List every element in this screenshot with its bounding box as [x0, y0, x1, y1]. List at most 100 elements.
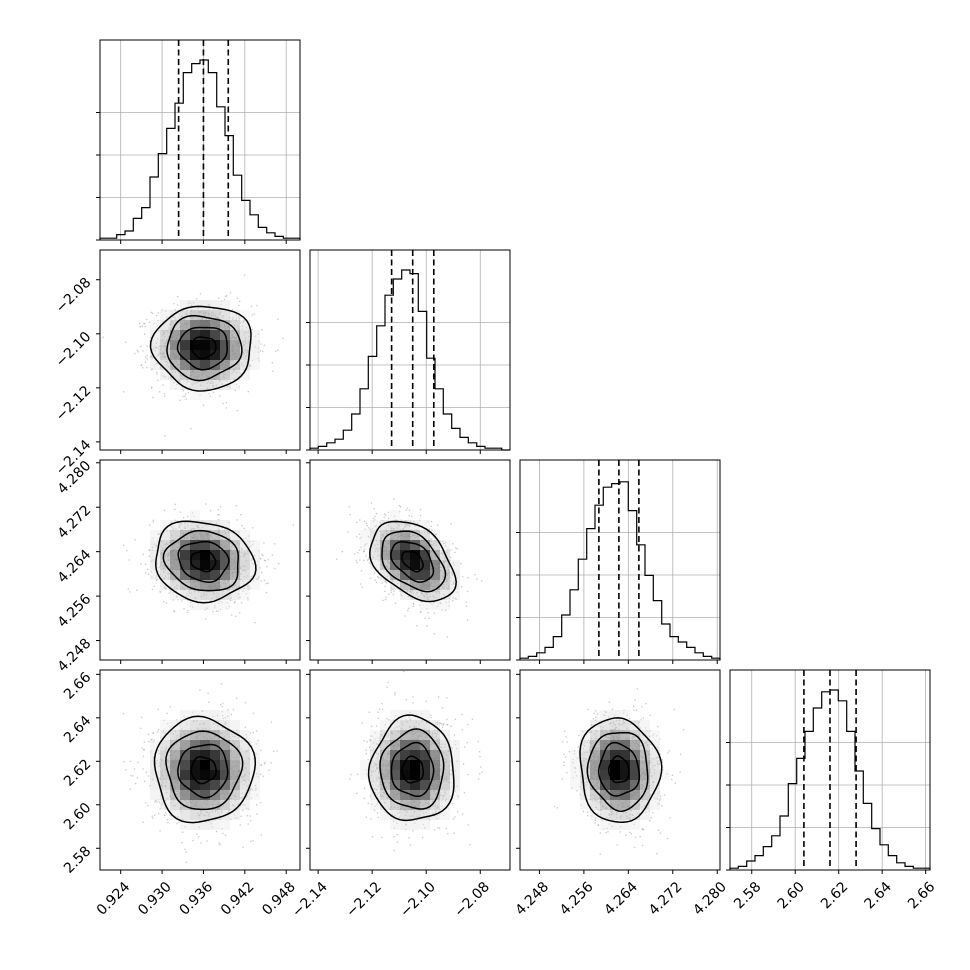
- scatter-point: [167, 822, 169, 824]
- scatter-point: [144, 356, 147, 359]
- density-bin: [160, 570, 170, 580]
- scatter-point: [231, 318, 234, 320]
- scatter-point: [155, 314, 158, 317]
- scatter-point: [156, 325, 158, 327]
- density-bin: [410, 560, 420, 570]
- scatter-point: [407, 609, 409, 612]
- density-bin: [240, 330, 250, 340]
- scatter-point: [368, 558, 370, 561]
- density-bin: [240, 550, 250, 560]
- scatter-point: [263, 559, 266, 562]
- scatter-point: [430, 520, 433, 523]
- density-bin: [450, 590, 460, 600]
- scatter-point: [428, 617, 430, 620]
- density-bin: [160, 580, 170, 590]
- scatter-point: [249, 815, 251, 817]
- scatter-point: [164, 811, 167, 814]
- scatter-point: [220, 380, 222, 383]
- scatter-point: [267, 559, 270, 561]
- scatter-point: [220, 303, 222, 306]
- scatter-point: [188, 386, 191, 389]
- scatter-point: [282, 337, 284, 339]
- scatter-point: [245, 326, 248, 329]
- scatter-point: [378, 577, 380, 579]
- scatter-point: [399, 506, 402, 508]
- density-bin: [150, 530, 160, 540]
- scatter-point: [394, 602, 397, 605]
- scatter-point: [367, 527, 370, 529]
- scatter-point: [189, 302, 192, 304]
- scatter-point: [241, 328, 243, 331]
- scatter-point: [375, 581, 378, 583]
- scatter-point: [240, 602, 243, 604]
- scatter-point: [153, 322, 155, 325]
- scatter-point: [360, 583, 362, 585]
- density-panel-0-2: [99, 459, 301, 661]
- scatter-point: [151, 815, 153, 817]
- scatter-point: [454, 551, 456, 554]
- scatter-point: [252, 731, 255, 734]
- scatter-point: [154, 800, 156, 803]
- density-bin: [220, 310, 230, 320]
- scatter-point: [238, 612, 241, 614]
- scatter-point: [190, 304, 193, 307]
- scatter-point: [261, 350, 264, 353]
- scatter-point: [384, 590, 386, 593]
- scatter-point: [450, 523, 452, 525]
- scatter-point: [390, 591, 392, 593]
- scatter-point: [240, 316, 242, 318]
- scatter-point: [263, 542, 265, 544]
- scatter-point: [190, 427, 192, 430]
- scatter-point: [155, 362, 158, 365]
- scatter-point: [150, 311, 153, 314]
- scatter-point: [223, 298, 226, 301]
- scatter-point: [125, 341, 127, 343]
- scatter-point: [187, 391, 190, 394]
- scatter-point: [238, 386, 240, 388]
- scatter-point: [141, 367, 144, 369]
- scatter-point: [241, 325, 243, 328]
- density-bin: [190, 510, 200, 520]
- scatter-point: [226, 385, 229, 387]
- scatter-point: [222, 832, 224, 835]
- scatter-point: [144, 361, 147, 364]
- scatter-point: [234, 389, 236, 391]
- scatter-point: [182, 389, 185, 392]
- density-bin: [180, 320, 190, 330]
- scatter-point: [373, 572, 376, 575]
- scatter-point: [265, 582, 268, 585]
- scatter-point: [150, 355, 153, 357]
- scatter-point: [238, 315, 240, 318]
- scatter-point: [143, 741, 146, 743]
- scatter-point: [258, 340, 260, 343]
- scatter-point: [139, 325, 141, 328]
- density-bin: [240, 590, 250, 600]
- scatter-point: [204, 618, 207, 620]
- scatter-point: [163, 600, 165, 603]
- scatter-point: [184, 395, 186, 397]
- density-bin: [360, 530, 370, 540]
- scatter-point: [393, 590, 395, 592]
- scatter-point: [427, 611, 429, 614]
- scatter-point: [130, 775, 132, 777]
- scatter-point: [363, 520, 366, 523]
- scatter-point: [148, 740, 150, 743]
- density-bin: [220, 530, 230, 540]
- scatter-point: [240, 513, 242, 516]
- scatter-point: [349, 513, 352, 516]
- scatter-point: [408, 509, 411, 512]
- scatter-point: [159, 591, 162, 593]
- scatter-point: [236, 409, 239, 412]
- scatter-point: [199, 293, 202, 295]
- scatter-point: [154, 350, 157, 352]
- scatter-point: [146, 345, 149, 347]
- scatter-point: [461, 575, 464, 578]
- scatter-point: [192, 839, 194, 842]
- scatter-point: [129, 591, 131, 593]
- scatter-point: [387, 511, 389, 513]
- scatter-point: [348, 505, 351, 508]
- scatter-point: [242, 846, 244, 849]
- scatter-point: [150, 387, 153, 389]
- scatter-point: [221, 300, 223, 303]
- scatter-point: [221, 705, 224, 708]
